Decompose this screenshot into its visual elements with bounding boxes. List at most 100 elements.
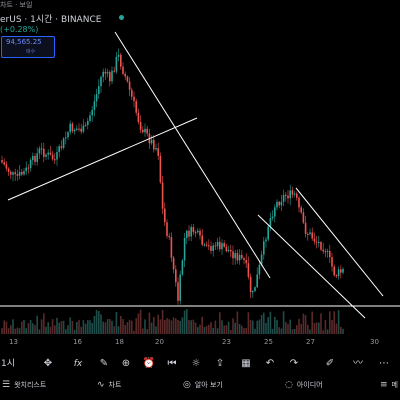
candle-body	[287, 195, 289, 199]
candle-body	[65, 137, 67, 139]
candle-body	[133, 96, 135, 102]
volume-bar	[324, 319, 327, 334]
x-tick-label: 27	[306, 338, 315, 346]
volume-layer	[1, 309, 344, 334]
volume-bar	[155, 326, 157, 334]
volume-bar	[1, 328, 3, 334]
volume-bar	[100, 314, 102, 334]
volume-bar	[271, 328, 274, 334]
trendline-resistance-2	[295, 187, 384, 297]
more-icon[interactable]: ⋯	[379, 358, 389, 369]
draw-tool-icon[interactable]: ✎	[99, 358, 109, 369]
volume-bar	[106, 319, 109, 334]
candle-body	[1, 160, 3, 163]
volume-bar	[340, 326, 342, 334]
candle-body	[205, 244, 208, 246]
replay-icon[interactable]: ⏮	[167, 358, 177, 369]
volume-bar	[98, 311, 100, 334]
volume-bar	[267, 317, 269, 334]
volume-bar	[76, 321, 78, 334]
alert-icon[interactable]: ⏰	[142, 358, 156, 369]
nav-chart-label: 차트	[108, 381, 122, 389]
idea-icon[interactable]: ☼	[191, 358, 201, 369]
candle-body	[89, 115, 91, 121]
volume-bar	[126, 322, 129, 334]
volume-bar	[43, 313, 45, 334]
symbol-title[interactable]: erUS · 1시간 · BINANCE	[0, 15, 102, 25]
candle-body	[56, 151, 58, 160]
candle-body	[87, 120, 89, 126]
x-tick-label: 30	[370, 338, 379, 346]
candle-body	[177, 282, 179, 301]
add-icon[interactable]: ⊕	[121, 358, 131, 369]
candle-body	[126, 76, 129, 82]
volume-bar	[208, 324, 210, 334]
volume-bar	[307, 324, 309, 334]
candle-body	[225, 246, 228, 252]
interval-selector[interactable]: 1시	[0, 359, 15, 369]
fx-icon[interactable]: fx	[73, 359, 83, 369]
candle-body	[309, 232, 311, 235]
candle-body	[60, 146, 63, 148]
candle-body	[298, 197, 300, 208]
volume-bar	[16, 327, 19, 334]
undo-icon[interactable]: ↶	[265, 358, 275, 369]
volume-bar	[29, 319, 32, 334]
volume-bar	[298, 318, 300, 334]
candle-body	[49, 152, 52, 155]
candle-body	[245, 260, 247, 264]
volume-bar	[241, 325, 243, 334]
volume-bar	[54, 325, 56, 334]
volume-bar	[333, 311, 335, 334]
volume-bar	[337, 310, 340, 334]
volume-bar	[82, 320, 85, 334]
nav-menu[interactable]: ≡ 메	[380, 380, 398, 390]
candle-body	[221, 243, 223, 250]
volume-bar	[230, 329, 232, 334]
calendar-icon[interactable]: ▦	[241, 358, 251, 369]
candle-body	[236, 253, 239, 261]
volume-bar	[38, 329, 41, 334]
volume-bar	[133, 330, 135, 334]
volume-bar	[84, 323, 87, 334]
volume-bar	[122, 319, 124, 334]
candle-body	[117, 54, 120, 57]
crosshair-icon[interactable]: ✥	[43, 358, 53, 369]
volume-bar	[311, 311, 313, 334]
candle-body	[18, 171, 21, 176]
volume-bar	[249, 319, 252, 334]
candle-body	[104, 71, 107, 74]
volume-bar	[256, 320, 258, 334]
nav-chart[interactable]: ∿ 차트	[97, 380, 121, 390]
nav-ideas[interactable]: ◌ 아이디어	[285, 380, 323, 390]
chart-style-icon[interactable]: 〰	[353, 358, 363, 369]
redo-icon[interactable]: ↷	[289, 358, 299, 369]
candle-body	[252, 291, 254, 293]
volume-bar	[304, 314, 307, 334]
candle-body	[241, 254, 243, 259]
volume-bar	[329, 311, 331, 334]
brush-icon[interactable]: ✐	[325, 358, 335, 369]
volume-bar	[320, 313, 322, 334]
buy-price-button[interactable]: 94,565.25 매수	[1, 36, 55, 58]
volume-bar	[10, 325, 12, 334]
candle-body	[307, 234, 309, 236]
nav-explore[interactable]: ◎ 알아 보기	[183, 380, 223, 390]
candle-body	[38, 148, 41, 154]
nav-watchlist[interactable]: ☰ 왓치리스트	[2, 380, 46, 390]
share-icon[interactable]: ⇪	[215, 358, 225, 369]
volume-bar	[313, 323, 316, 334]
volume-bar	[117, 326, 120, 334]
candle-body	[91, 110, 93, 116]
volume-bar	[45, 326, 47, 334]
volume-bar	[190, 320, 192, 334]
volume-bar	[71, 320, 74, 334]
buy-price-label: 매수	[26, 49, 36, 55]
candle-body	[243, 258, 245, 261]
volume-bar	[236, 311, 239, 334]
candle-body	[84, 125, 87, 127]
volume-bar	[238, 323, 241, 334]
candle-body	[223, 243, 225, 247]
volume-bar	[278, 327, 280, 334]
